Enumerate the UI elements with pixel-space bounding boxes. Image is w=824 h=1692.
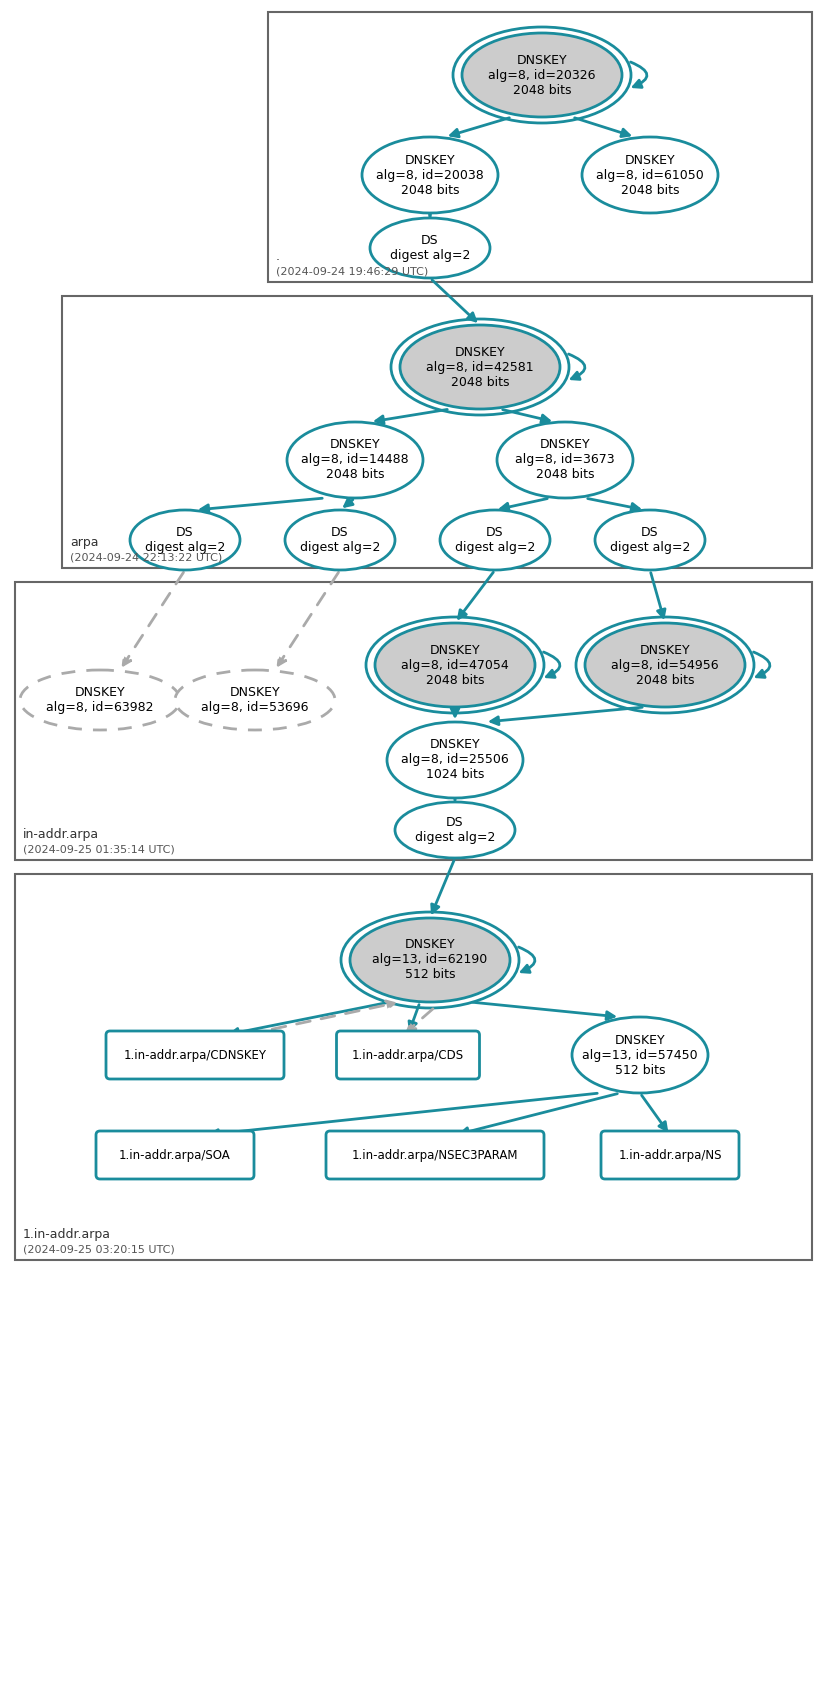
Text: in-addr.arpa: in-addr.arpa (23, 827, 99, 841)
Ellipse shape (350, 919, 510, 1002)
Bar (15, 582, 812, 860)
FancyBboxPatch shape (601, 1130, 739, 1179)
Ellipse shape (572, 1017, 708, 1093)
Text: DS
digest alg=2: DS digest alg=2 (610, 526, 691, 553)
Text: (2024-09-25 01:35:14 UTC): (2024-09-25 01:35:14 UTC) (23, 844, 175, 854)
Ellipse shape (362, 137, 498, 213)
Text: 1.in-addr.arpa/CDNSKEY: 1.in-addr.arpa/CDNSKEY (124, 1049, 266, 1061)
FancyBboxPatch shape (326, 1130, 544, 1179)
Ellipse shape (497, 421, 633, 497)
Text: 1.in-addr.arpa: 1.in-addr.arpa (23, 1228, 111, 1240)
Ellipse shape (595, 509, 705, 570)
Text: arpa: arpa (70, 536, 99, 548)
FancyBboxPatch shape (106, 1030, 284, 1079)
Text: 1.in-addr.arpa/NSEC3PARAM: 1.in-addr.arpa/NSEC3PARAM (352, 1149, 518, 1161)
Ellipse shape (440, 509, 550, 570)
Text: DS
digest alg=2: DS digest alg=2 (145, 526, 225, 553)
Text: (2024-09-24 19:46:29 UTC): (2024-09-24 19:46:29 UTC) (276, 266, 428, 276)
Ellipse shape (582, 137, 718, 213)
Text: 1.in-addr.arpa/SOA: 1.in-addr.arpa/SOA (119, 1149, 231, 1161)
Ellipse shape (387, 722, 523, 799)
FancyBboxPatch shape (96, 1130, 254, 1179)
Text: .: . (276, 250, 280, 262)
Ellipse shape (175, 670, 335, 729)
Text: (2024-09-25 03:20:15 UTC): (2024-09-25 03:20:15 UTC) (23, 1244, 175, 1254)
Text: DNSKEY
alg=8, id=20326
2048 bits: DNSKEY alg=8, id=20326 2048 bits (489, 54, 596, 96)
Ellipse shape (285, 509, 395, 570)
Ellipse shape (375, 623, 535, 707)
Text: (2024-09-24 22:13:22 UTC): (2024-09-24 22:13:22 UTC) (70, 552, 222, 562)
Text: DNSKEY
alg=8, id=63982: DNSKEY alg=8, id=63982 (46, 685, 154, 714)
Text: 1.in-addr.arpa/CDS: 1.in-addr.arpa/CDS (352, 1049, 464, 1061)
Text: DNSKEY
alg=8, id=42581
2048 bits: DNSKEY alg=8, id=42581 2048 bits (426, 345, 534, 389)
Text: DNSKEY
alg=13, id=62190
512 bits: DNSKEY alg=13, id=62190 512 bits (372, 939, 488, 981)
Text: DNSKEY
alg=8, id=3673
2048 bits: DNSKEY alg=8, id=3673 2048 bits (515, 438, 615, 482)
Text: DNSKEY
alg=8, id=25506
1024 bits: DNSKEY alg=8, id=25506 1024 bits (401, 738, 509, 782)
Ellipse shape (20, 670, 180, 729)
Text: DS
digest alg=2: DS digest alg=2 (455, 526, 535, 553)
Text: DNSKEY
alg=13, id=57450
512 bits: DNSKEY alg=13, id=57450 512 bits (583, 1034, 698, 1076)
Ellipse shape (395, 802, 515, 858)
Ellipse shape (287, 421, 423, 497)
Text: DNSKEY
alg=8, id=54956
2048 bits: DNSKEY alg=8, id=54956 2048 bits (611, 643, 719, 687)
FancyBboxPatch shape (336, 1030, 480, 1079)
Text: DS
digest alg=2: DS digest alg=2 (300, 526, 380, 553)
Bar (268, 12, 812, 283)
Text: DNSKEY
alg=8, id=20038
2048 bits: DNSKEY alg=8, id=20038 2048 bits (376, 154, 484, 196)
Text: DNSKEY
alg=8, id=61050
2048 bits: DNSKEY alg=8, id=61050 2048 bits (596, 154, 704, 196)
Text: DS
digest alg=2: DS digest alg=2 (390, 233, 471, 262)
Text: DNSKEY
alg=8, id=53696: DNSKEY alg=8, id=53696 (201, 685, 309, 714)
Text: DS
digest alg=2: DS digest alg=2 (414, 816, 495, 844)
Ellipse shape (400, 325, 560, 409)
Text: DNSKEY
alg=8, id=14488
2048 bits: DNSKEY alg=8, id=14488 2048 bits (302, 438, 409, 482)
Text: 1.in-addr.arpa/NS: 1.in-addr.arpa/NS (618, 1149, 722, 1161)
Text: DNSKEY
alg=8, id=47054
2048 bits: DNSKEY alg=8, id=47054 2048 bits (401, 643, 509, 687)
Ellipse shape (130, 509, 240, 570)
Ellipse shape (370, 218, 490, 277)
Bar (62, 296, 812, 569)
Ellipse shape (585, 623, 745, 707)
Bar (15, 875, 812, 1261)
Ellipse shape (462, 34, 622, 117)
